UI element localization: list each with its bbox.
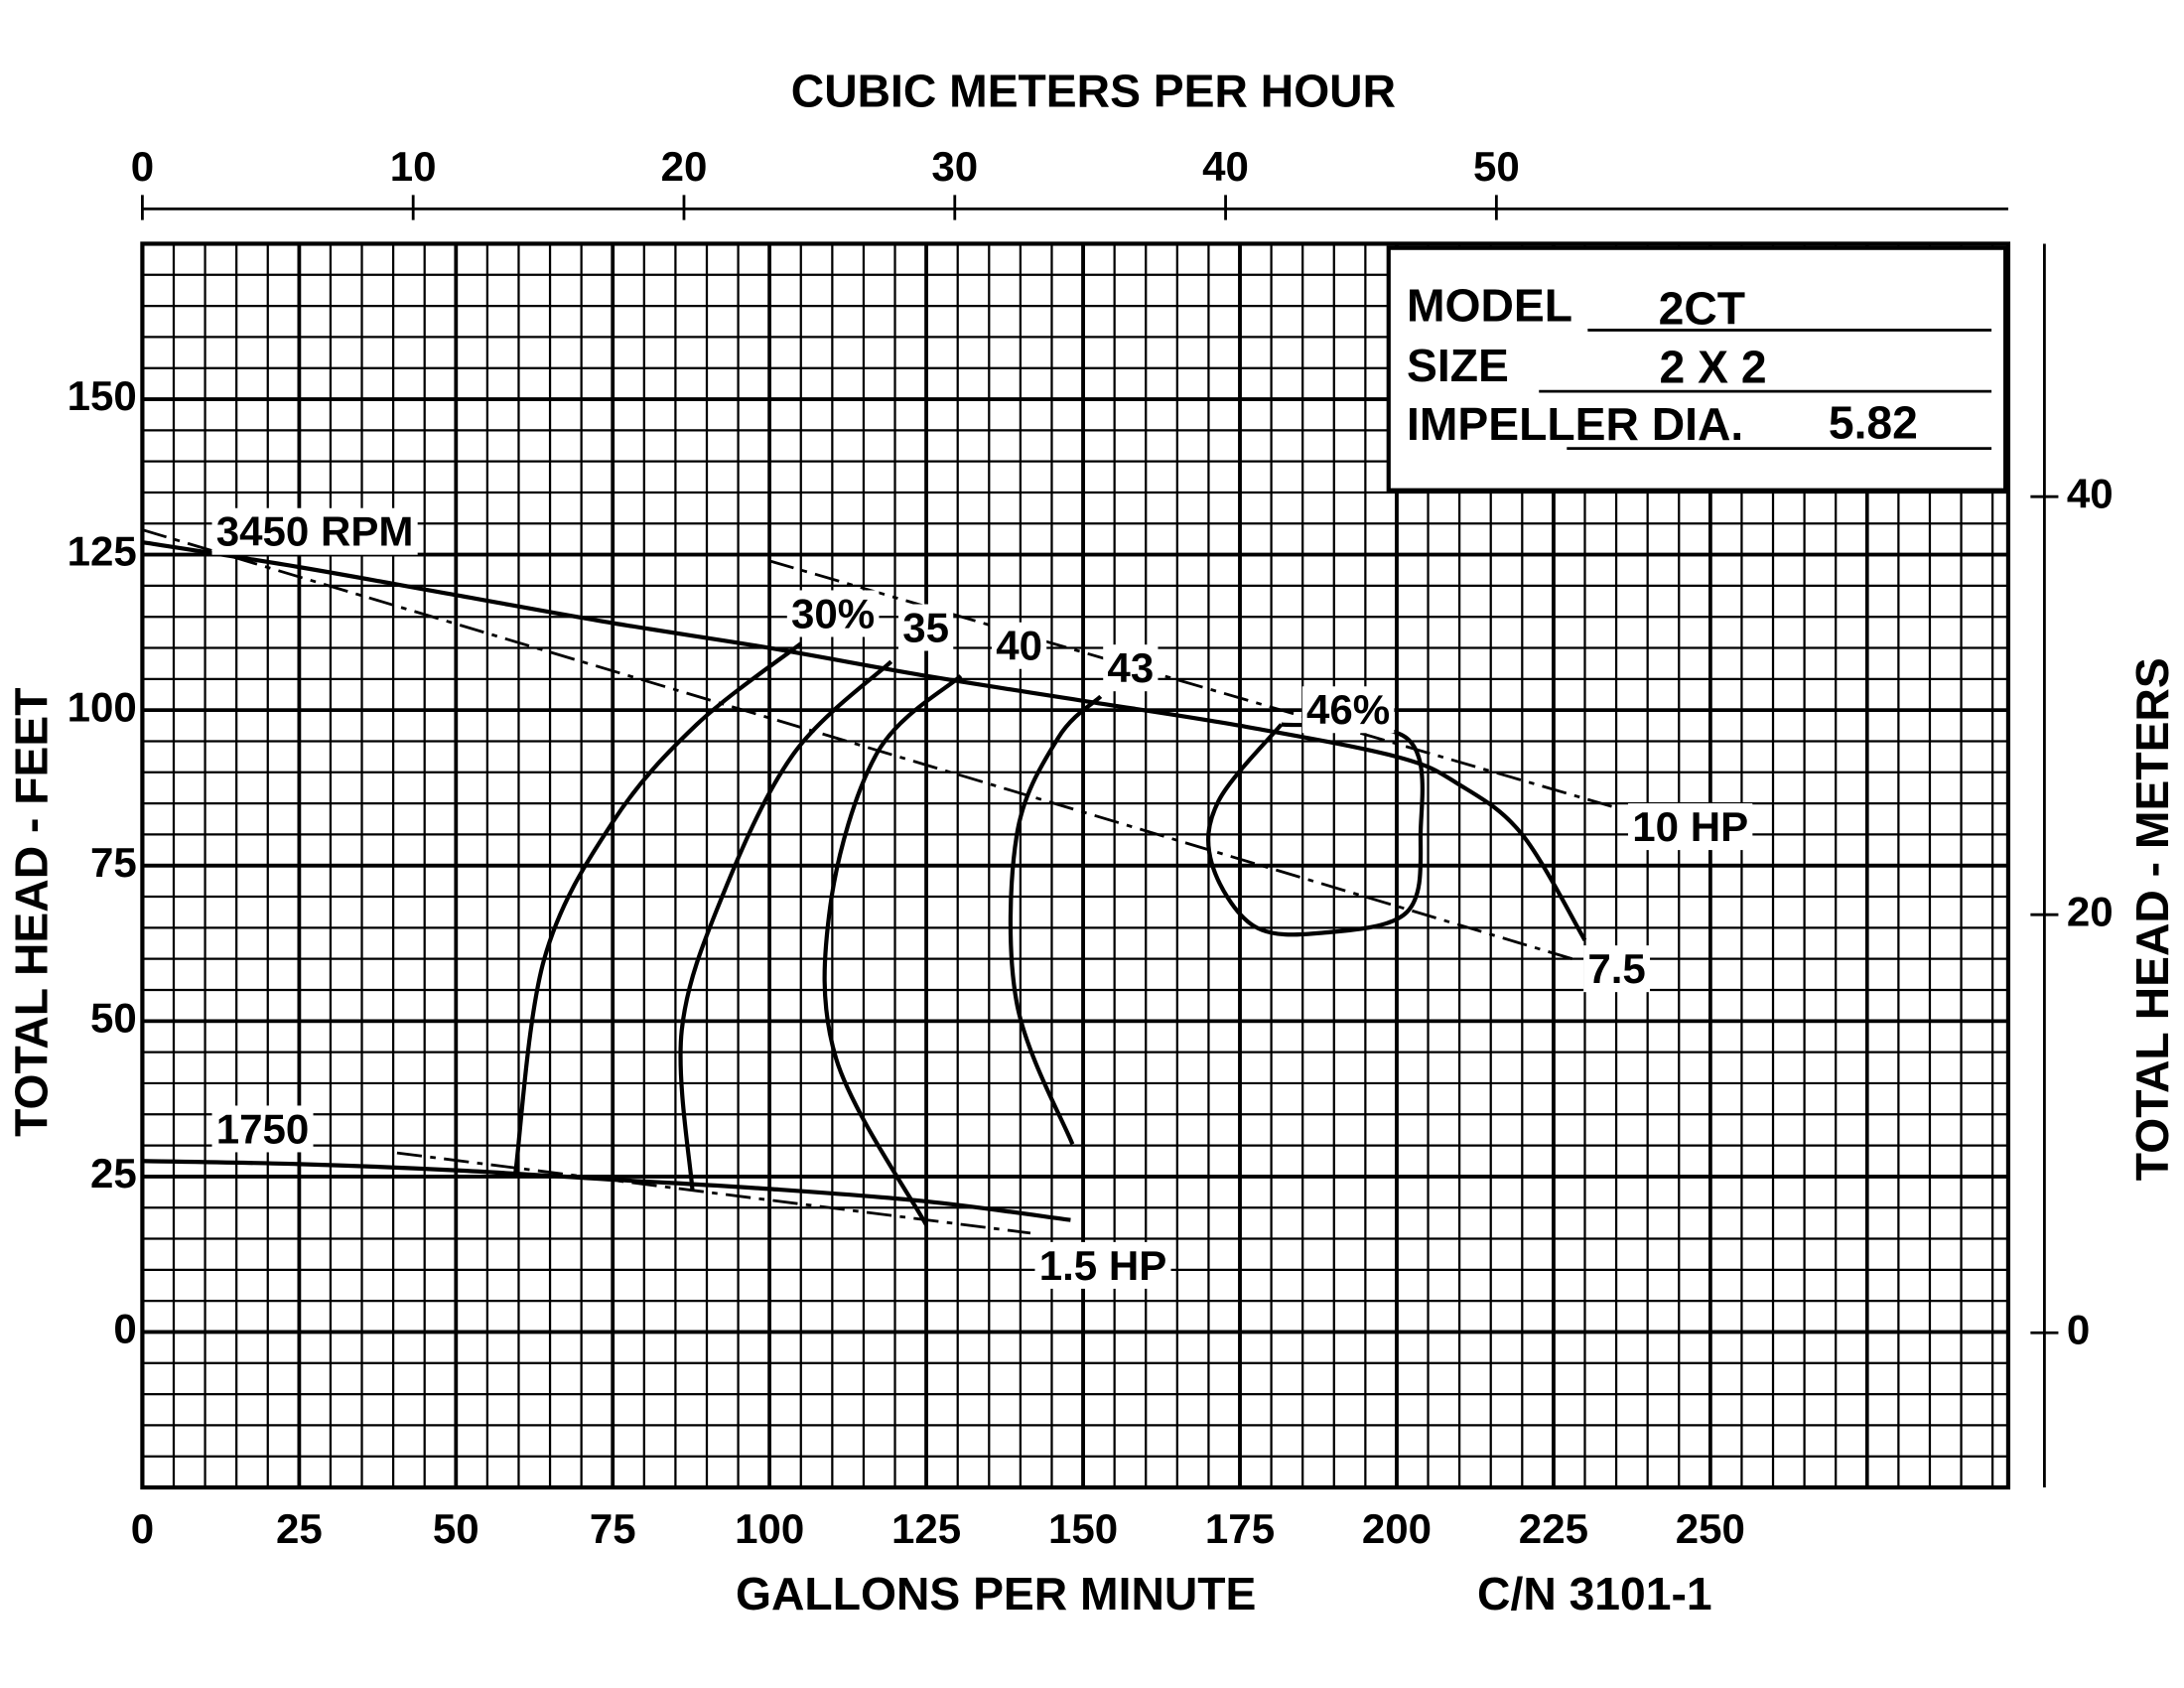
y2-tick-label: 0 bbox=[2067, 1306, 2090, 1352]
curve bbox=[396, 1151, 1031, 1235]
info-label: IMPELLER DIA. bbox=[1407, 398, 1743, 450]
labels: 0 25 50 75 100 125 150 175 200 225 250025507510012… bbox=[68, 143, 2114, 1552]
x-tick-label: 25 bbox=[276, 1505, 323, 1552]
curve-label-bg bbox=[211, 507, 418, 555]
y-tick-label: 100 bbox=[68, 683, 137, 730]
curve bbox=[678, 659, 893, 1191]
curve bbox=[768, 559, 1617, 809]
y-tick-label: 0 bbox=[113, 1306, 136, 1352]
x2-axis-title: CUBIC METERS PER HOUR bbox=[791, 66, 1396, 117]
curve-label-bg bbox=[898, 604, 954, 651]
curve bbox=[141, 528, 1573, 961]
y2-axis-title: TOTAL HEAD - METERS bbox=[2126, 657, 2178, 1181]
y-tick-label: 50 bbox=[90, 994, 137, 1041]
x-tick-label: 75 bbox=[590, 1505, 636, 1552]
x2-tick-label: 50 bbox=[1473, 143, 1520, 190]
x-tick-label: 100 bbox=[735, 1505, 804, 1552]
x2-tick-label: 20 bbox=[661, 143, 708, 190]
curves bbox=[141, 528, 1617, 1235]
curve bbox=[1206, 722, 1425, 937]
info-label: SIZE bbox=[1407, 340, 1509, 391]
curve-label: 30% bbox=[791, 590, 875, 636]
code: C/N 3101-1 bbox=[1477, 1568, 1712, 1619]
x-tick-label: 50 bbox=[433, 1505, 479, 1552]
y2-tick-label: 40 bbox=[2067, 470, 2114, 516]
info-value: 5.82 bbox=[1829, 396, 1918, 448]
x-axis-title: GALLONS PER MINUTE bbox=[736, 1568, 1256, 1619]
x2-tick-label: 30 bbox=[931, 143, 978, 190]
x2-tick-label: 10 bbox=[390, 143, 437, 190]
curve-label-bg bbox=[1301, 686, 1395, 734]
curve bbox=[822, 674, 963, 1226]
curve-label-bg bbox=[1034, 1241, 1171, 1289]
y-axis-title: TOTAL HEAD - FEET bbox=[6, 688, 58, 1137]
info-value: 2CT bbox=[1659, 282, 1745, 334]
y-tick-label: 150 bbox=[68, 372, 137, 419]
x-tick-label: 175 bbox=[1205, 1505, 1275, 1552]
curve-label-bg bbox=[992, 622, 1047, 669]
curve-label-bg bbox=[211, 1105, 314, 1153]
x2-tick-label: 0 bbox=[131, 143, 154, 190]
y-tick-label: 75 bbox=[90, 839, 137, 886]
curve-label-bg bbox=[1628, 803, 1753, 851]
x-tick-label: 200 bbox=[1362, 1505, 1432, 1552]
curve-label: 1.5 HP bbox=[1039, 1242, 1167, 1289]
curve-label: 7.5 bbox=[1587, 945, 1645, 992]
x-tick-label: 250 bbox=[1676, 1505, 1745, 1552]
info-value: 2 X 2 bbox=[1660, 341, 1767, 392]
curve-label-bg bbox=[1103, 644, 1159, 692]
x2-tick-label: 40 bbox=[1202, 143, 1249, 190]
curve-label-bg bbox=[1583, 945, 1651, 993]
y-tick-label: 25 bbox=[90, 1150, 137, 1196]
curve-label: 35 bbox=[902, 605, 949, 651]
x-tick-label: 225 bbox=[1519, 1505, 1588, 1552]
x-tick-label: 150 bbox=[1048, 1505, 1118, 1552]
curve-label: 43 bbox=[1107, 644, 1154, 691]
curve-label: 46% bbox=[1306, 686, 1390, 733]
x-tick-label: 0 bbox=[131, 1505, 154, 1552]
curve-label-bg bbox=[786, 590, 880, 637]
curve bbox=[1008, 694, 1103, 1146]
x-tick-label: 125 bbox=[891, 1505, 961, 1552]
curve-label: 1750 bbox=[216, 1105, 310, 1152]
curve-label: 10 HP bbox=[1632, 803, 1748, 850]
curve bbox=[513, 641, 803, 1173]
curve-label: 40 bbox=[996, 623, 1042, 669]
info-label: MODEL bbox=[1407, 280, 1572, 332]
curve-label: 3450 RPM bbox=[216, 508, 414, 555]
y2-tick-label: 20 bbox=[2067, 888, 2114, 934]
curve bbox=[142, 1159, 1071, 1222]
y-tick-label: 125 bbox=[68, 528, 137, 575]
